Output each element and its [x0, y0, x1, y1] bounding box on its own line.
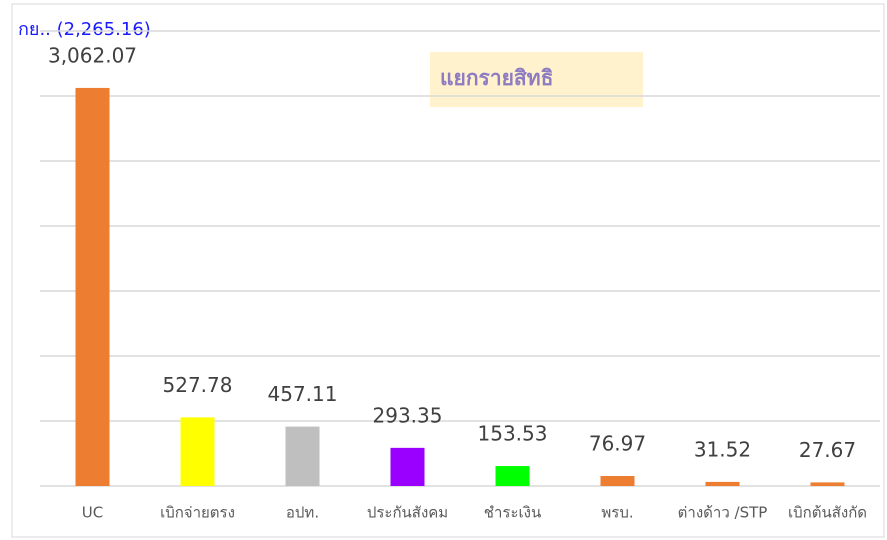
x-tick-label: ต่างด้าว /STP [678, 504, 768, 522]
bar [285, 426, 320, 486]
bar [390, 447, 425, 486]
x-tick-label: พรบ. [601, 504, 633, 522]
value-label: 27.67 [799, 438, 856, 462]
value-label: 76.97 [589, 431, 646, 455]
value-label: 153.53 [478, 422, 548, 446]
bar [600, 475, 635, 486]
bar [75, 87, 110, 486]
chart-title: กย.. (2,265.16) [18, 19, 151, 40]
value-label: 3,062.07 [48, 43, 137, 67]
value-label: 293.35 [373, 403, 443, 427]
x-tick-label: ประกันสังคม [367, 504, 448, 522]
x-tick-label: เบิกต้นสังกัด [788, 504, 867, 522]
bar [705, 481, 740, 486]
x-tick-label: เบิกจ่ายตรง [160, 504, 235, 522]
annotation: แยกรายสิทธิ [440, 66, 553, 90]
chart-border [11, 3, 885, 538]
x-tick-label: อปท. [286, 504, 319, 522]
annotation-box [430, 52, 643, 107]
x-tick-label: UC [82, 504, 103, 522]
bar [495, 466, 530, 486]
bar [180, 417, 215, 486]
value-label: 457.11 [268, 382, 338, 406]
value-label: 31.52 [694, 437, 751, 461]
bar [810, 482, 845, 486]
x-tick-label: ชำระเงิน [484, 504, 541, 522]
value-label: 527.78 [163, 373, 233, 397]
